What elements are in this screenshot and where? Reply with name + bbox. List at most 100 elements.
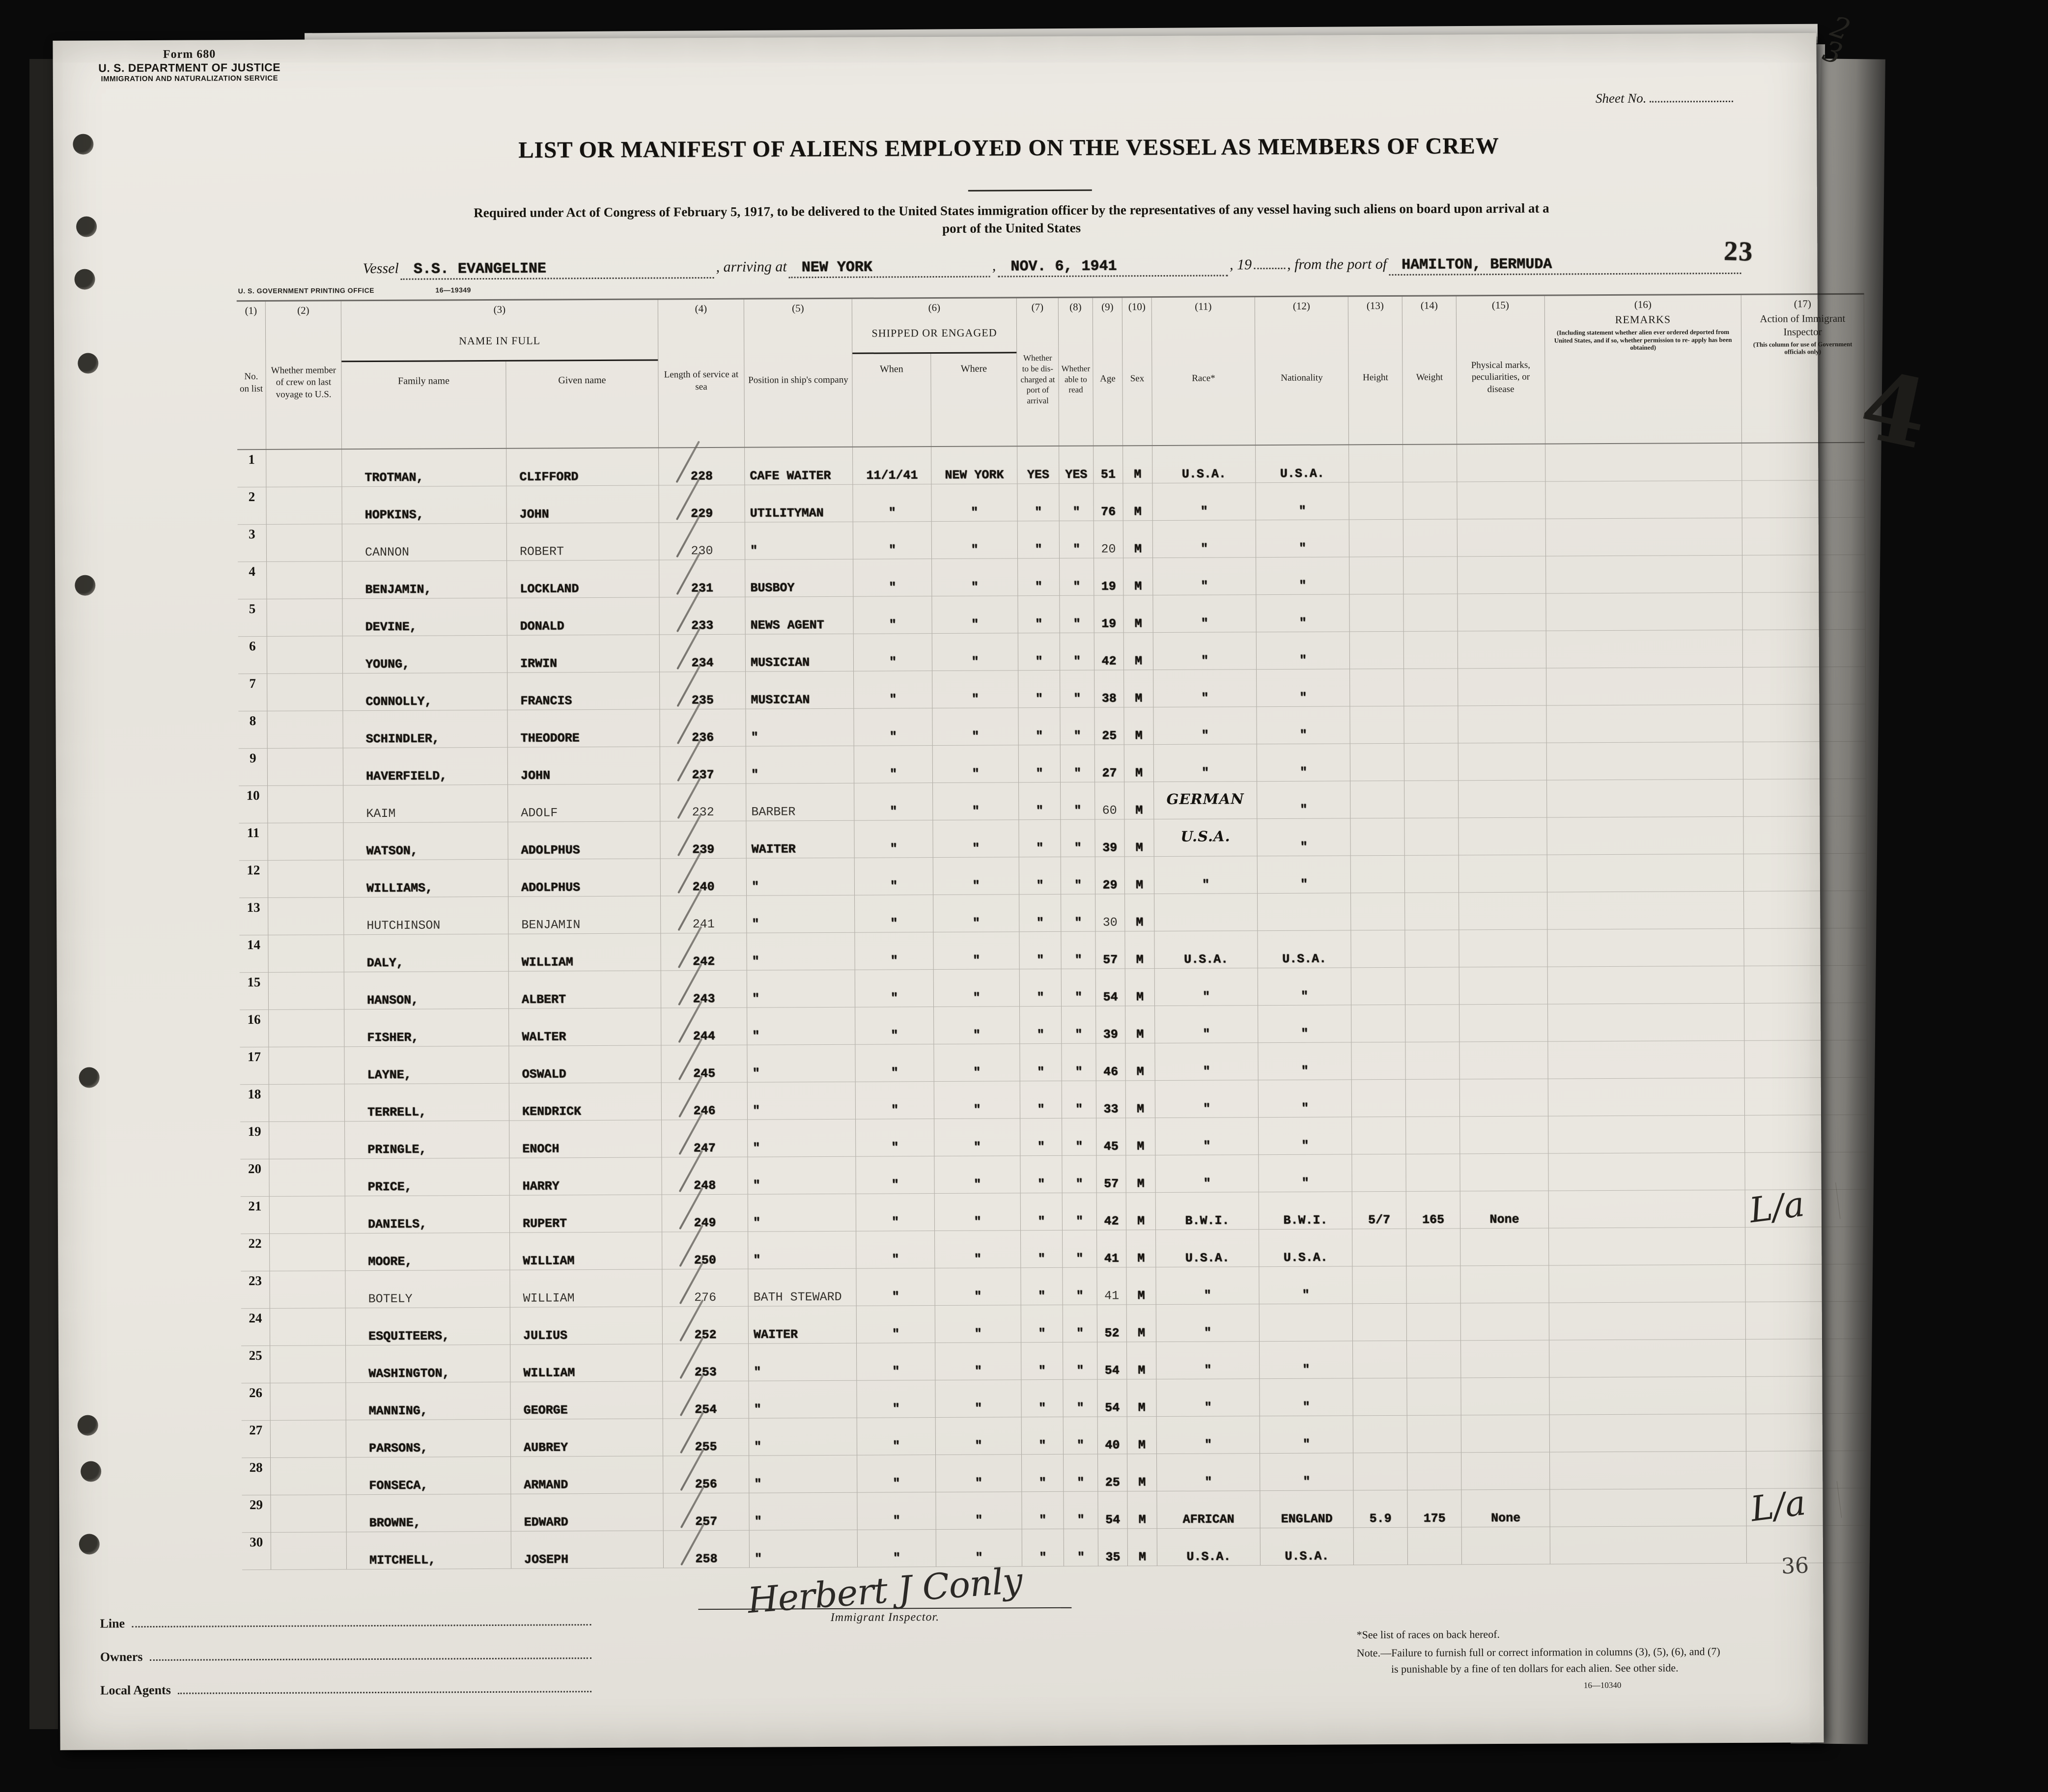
cell-weight xyxy=(1405,1079,1460,1117)
table-row: 13 HUTCHINSON BENJAMIN 241 ″ ″ ″ ″ ″ 30 … xyxy=(239,889,1867,936)
cell-age: 42 xyxy=(1096,1193,1127,1230)
cell-member xyxy=(271,1532,347,1569)
cell-sex: M xyxy=(1127,1454,1157,1491)
cell-shipped-when: ″ xyxy=(853,559,932,596)
cell-row-number: 8 xyxy=(238,711,268,749)
cell-row-number: 3 xyxy=(237,524,267,562)
cell-member xyxy=(270,1345,346,1383)
cell-shipped-where: ″ xyxy=(935,1380,1022,1418)
cell-shipped-when: ″ xyxy=(855,932,934,970)
table-row: 23 BOTELY WILLIAM 276 BATH STEWARD ″ ″ ″… xyxy=(241,1262,1869,1309)
cell-remarks xyxy=(1549,1414,1746,1452)
cell-weight xyxy=(1405,1005,1460,1042)
cell-shipped-where: ″ xyxy=(933,932,1020,970)
cell-shipped-where: ″ xyxy=(932,633,1019,671)
cell-family-name: HAVERFIELD, xyxy=(343,747,508,785)
cell-nationality: ″ xyxy=(1258,1005,1352,1043)
cell-given-name: BENJAMIN xyxy=(508,896,661,934)
cell-service: 236 xyxy=(660,702,746,747)
table-row: 19 PRINGLE, ENOCH 247 ″ ″ ″ ″ ″ 45 M ″ ″ xyxy=(240,1113,1868,1160)
cell-discharged: ″ xyxy=(1019,857,1062,895)
cell-height xyxy=(1351,930,1405,968)
cell-shipped-where: ″ xyxy=(932,559,1018,596)
cell-shipped-when: ″ xyxy=(854,708,933,746)
punch-hole xyxy=(74,269,95,290)
cell-race: ″ xyxy=(1153,595,1257,633)
cell-weight xyxy=(1405,967,1460,1005)
cell-physical-marks xyxy=(1460,1116,1549,1154)
cell-given-name: CLIFFORD xyxy=(506,448,659,486)
cell-member xyxy=(271,1457,347,1495)
table-row: 10 KAIM ADOLF 232 BARBER ″ ″ ″ ″ 60 M GE… xyxy=(239,777,1867,824)
cell-weight xyxy=(1403,594,1458,631)
cell-age: 57 xyxy=(1096,1155,1126,1193)
cell-race: ″ xyxy=(1155,1118,1259,1155)
cell-nationality xyxy=(1259,1304,1353,1342)
cell-physical-marks xyxy=(1459,892,1548,930)
manifest-rows: 1 TROTMAN, CLIFFORD 228 CAFE WAITER 11/1… xyxy=(237,441,1870,1570)
cell-service: 243 xyxy=(661,963,748,1008)
cell-inspector-action xyxy=(1745,1301,1869,1339)
cell-service: 252 xyxy=(662,1299,749,1344)
cell-height xyxy=(1349,482,1403,520)
cell-given-name: ADOLF xyxy=(508,784,661,822)
cell-row-number: 22 xyxy=(241,1233,270,1271)
cell-shipped-where: ″ xyxy=(931,484,1018,522)
cell-age: 41 xyxy=(1097,1267,1127,1305)
cell-weight xyxy=(1403,445,1458,482)
cell-position: ″ xyxy=(747,1007,856,1045)
cell-sex: M xyxy=(1123,521,1153,558)
cell-shipped-when: 11/1/41 xyxy=(853,447,932,484)
cell-height xyxy=(1350,855,1405,893)
cell-discharged: ″ xyxy=(1019,969,1062,1007)
column-header-member: (2) Whether member of crew on last voyage… xyxy=(265,301,342,449)
cell-row-number: 5 xyxy=(238,599,267,637)
cell-position: CAFE WAITER xyxy=(745,447,853,485)
cell-member xyxy=(269,1121,345,1159)
column-header-race: (11) Race* xyxy=(1151,297,1256,446)
cell-given-name: KENDRICK xyxy=(509,1083,662,1120)
cell-physical-marks xyxy=(1460,1303,1549,1341)
crew-manifest-table: (1) No. on list (2) Whether member of crew… xyxy=(236,293,1870,1570)
cell-shipped-where: ″ xyxy=(935,1305,1022,1343)
table-row: 21 DANIELS, RUPERT 249 ″ ″ ″ ″ ″ 42 M B.… xyxy=(240,1182,1868,1235)
cell-age: 25 xyxy=(1094,707,1124,745)
cell-given-name: GEORGE xyxy=(510,1381,663,1419)
cell-discharged: YES xyxy=(1017,446,1060,484)
cell-able-to-read: YES xyxy=(1059,446,1094,483)
form-subtitle: Required under Act of Congress of Februa… xyxy=(474,200,1549,236)
cell-remarks xyxy=(1545,443,1742,481)
cell-given-name: ARMAND xyxy=(511,1456,664,1494)
cell-race: AFRICAN xyxy=(1157,1491,1261,1529)
cell-sex: M xyxy=(1126,1193,1156,1230)
punch-hole xyxy=(81,1461,102,1482)
cell-nationality: ″ xyxy=(1259,1117,1352,1155)
cell-row-number: 17 xyxy=(240,1047,269,1085)
cell-height xyxy=(1351,1005,1406,1042)
cell-able-to-read: ″ xyxy=(1063,1230,1097,1267)
cell-nationality: ″ xyxy=(1257,781,1351,819)
cell-height xyxy=(1353,1415,1407,1453)
cell-inspector-action xyxy=(1742,480,1865,518)
cell-given-name: WALTER xyxy=(509,1008,662,1046)
cell-family-name: DALY, xyxy=(344,934,509,972)
cell-able-to-read: ″ xyxy=(1063,1379,1098,1417)
cell-family-name: DEVINE, xyxy=(342,598,507,636)
cell-nationality: ″ xyxy=(1257,706,1350,744)
cell-discharged: ″ xyxy=(1019,894,1062,932)
cell-shipped-when: ″ xyxy=(854,783,933,820)
cell-race: ″ xyxy=(1156,1267,1260,1305)
cell-family-name: BROWNE, xyxy=(346,1494,511,1532)
sheet-number-label: Sheet No. xyxy=(1595,90,1647,106)
cell-shipped-where: ″ xyxy=(936,1455,1022,1492)
cell-nationality: ″ xyxy=(1257,818,1351,856)
cell-shipped-where: ″ xyxy=(934,1081,1021,1119)
cell-discharged: ″ xyxy=(1021,1267,1063,1305)
cell-member xyxy=(270,1233,346,1271)
cell-member xyxy=(268,972,345,1009)
cell-position: ″ xyxy=(748,1156,856,1194)
cell-race: U.S.A. xyxy=(1154,931,1258,969)
cell-shipped-when: ″ xyxy=(853,484,932,522)
cell-service: 233 xyxy=(659,590,746,635)
cell-family-name: ESQUITEERS, xyxy=(345,1307,511,1345)
